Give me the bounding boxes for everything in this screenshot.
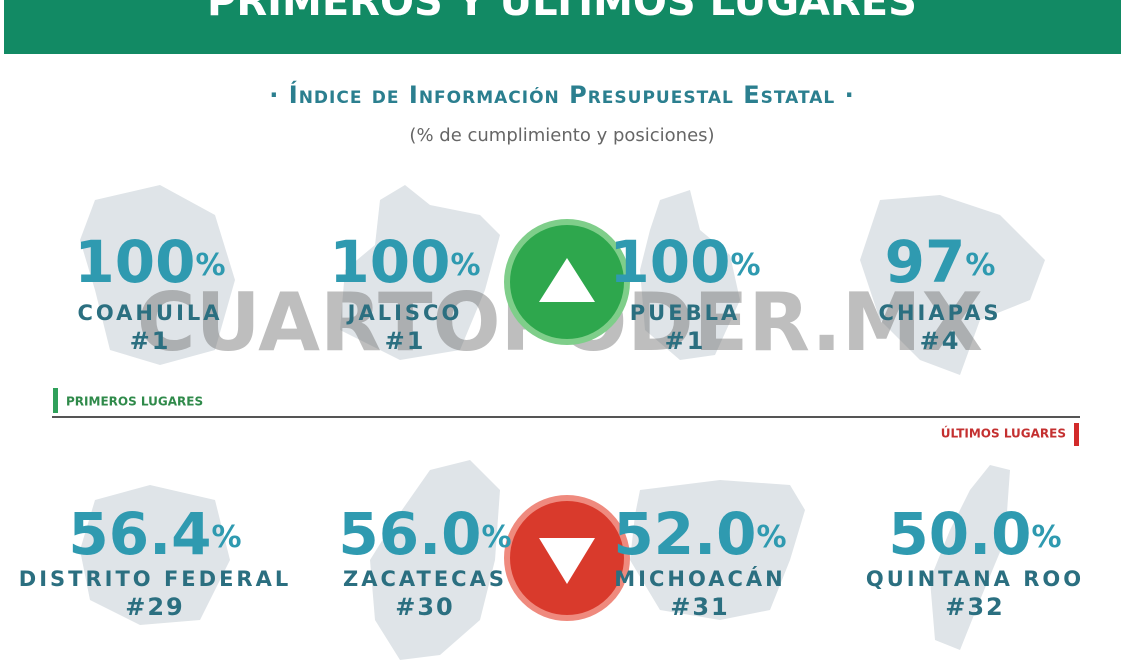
map-shape [340,185,500,360]
map-shape [640,190,740,360]
header-title: PRIMEROS Y ÚLTIMOS LUGARES [207,0,917,25]
value-number: 56.0 [338,500,481,568]
top-marker [53,388,58,413]
value-unit: % [212,520,242,555]
rank: #4 [920,327,961,355]
state-name: MICHOACÁN [614,566,785,591]
bottom-marker [1074,423,1079,446]
rank: #1 [665,327,706,355]
state-name: ZACATECAS [343,567,507,591]
bottom-label: ÚLTIMOS LUGARES [941,426,1066,441]
down-icon [504,495,630,621]
rank: #30 [395,593,455,621]
value: 97% [885,228,996,296]
rank: #1 [385,327,426,355]
value-unit: % [451,248,481,283]
title: · Índice de Información Presupuestal Est… [269,80,854,109]
value-unit: % [196,248,226,283]
state-name: COAHUILA [77,301,222,325]
value-unit: % [965,248,995,283]
value: 52.0% [613,500,786,568]
value: 100% [329,228,480,296]
rank: #32 [945,593,1005,621]
value-unit: % [482,520,512,555]
map-shape [80,485,230,625]
state-name: CHIAPAS [879,301,1002,325]
map-shape [370,460,500,660]
value-number: 56.4 [68,500,211,568]
map-shape [630,480,805,620]
value-number: 100 [74,228,195,296]
value: 100% [74,228,225,296]
value-number: 50.0 [888,500,1031,568]
state-name: PUEBLA [630,301,740,325]
rank: #29 [125,593,185,621]
value-unit: % [757,520,787,555]
subtitle: (% de cumplimiento y posiciones) [409,125,714,146]
value-number: 52.0 [613,500,756,568]
state-name: QUINTANA ROO [866,567,1084,591]
map-shape [80,185,235,365]
rank: #1 [130,327,171,355]
down-arrow [539,538,595,584]
top-label: PRIMEROS LUGARES [66,395,203,409]
rank: #31 [670,593,730,621]
state-name: JALISCO [346,301,463,325]
value: 56.0% [338,500,511,568]
value-number: 100 [329,228,450,296]
items: 100%COAHUILA#1100%JALISCO#1100%PUEBLA#19… [19,228,1084,621]
value-unit: % [1032,520,1062,555]
map-shape [860,195,1045,375]
state-name: DISTRITO FEDERAL [19,567,291,591]
up-icon [504,219,630,345]
up-arrow [539,258,595,302]
value: 50.0% [888,500,1061,568]
value-number: 97 [885,228,966,296]
value-number: 100 [609,228,730,296]
map-shape [930,465,1010,650]
value-unit: % [731,248,761,283]
header-bar [4,0,1121,54]
maps [80,185,1045,660]
value: 56.4% [68,500,241,568]
value: 100% [609,228,760,296]
